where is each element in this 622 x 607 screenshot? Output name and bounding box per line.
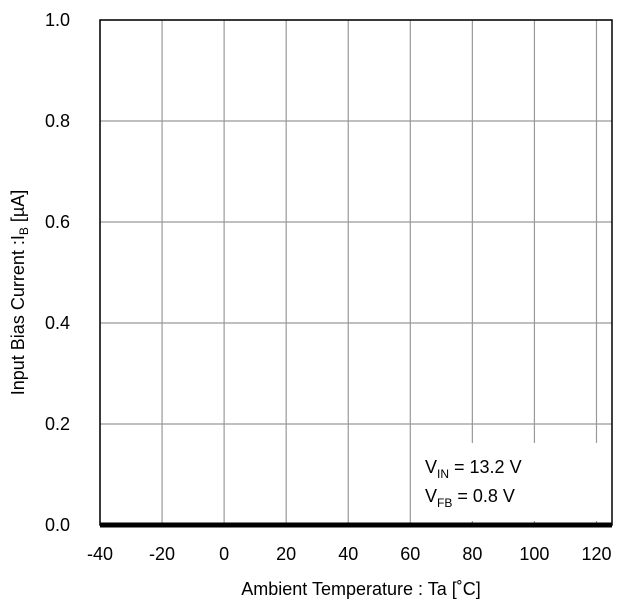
x-tick-label: -40 [87,544,113,564]
grid [99,19,612,526]
x-tick-label: 100 [519,544,549,564]
x-tick-label: 120 [581,544,611,564]
x-tick-label: 0 [219,544,229,564]
annotation-vfb-main: V [425,486,437,506]
x-tick-label: 40 [338,544,358,564]
annotation-vin-sub: IN [437,467,449,481]
annotation-vin-main: V [425,457,437,477]
annotation-vin-rest: = 13.2 V [449,457,522,477]
annotation-vin: VIN = 13.2 V [425,457,522,481]
y-tick-label: 0.8 [45,111,70,131]
y-axis-label: Input Bias Current :IB [µA] [8,190,31,395]
y-tick-label: 0.2 [45,414,70,434]
annotation-vfb-rest: = 0.8 V [452,486,515,506]
y-tick-label: 0.4 [45,313,70,333]
x-tick-labels: -40 -20 0 20 40 60 80 100 120 [87,544,612,564]
y-axis-label-sub: B [17,227,31,235]
annotation: VIN = 13.2 V VFB = 0.8 V [411,443,601,521]
annotation-vfb: VFB = 0.8 V [425,486,515,510]
y-axis-label-main: Input Bias Current :I [8,235,28,395]
x-tick-label: 60 [400,544,420,564]
y-tick-labels: 0.0 0.2 0.4 0.6 0.8 1.0 [45,10,70,535]
y-tick-label: 0.0 [45,515,70,535]
x-tick-label: 80 [462,544,482,564]
x-tick-label: 20 [276,544,296,564]
x-tick-label: -20 [149,544,175,564]
annotation-background [411,443,601,521]
y-tick-label: 1.0 [45,10,70,30]
x-axis-label: Ambient Temperature : Ta [˚C] [241,579,480,599]
y-tick-label: 0.6 [45,212,70,232]
y-axis-label-unit: [µA] [8,190,28,227]
annotation-vfb-sub: FB [437,496,452,510]
